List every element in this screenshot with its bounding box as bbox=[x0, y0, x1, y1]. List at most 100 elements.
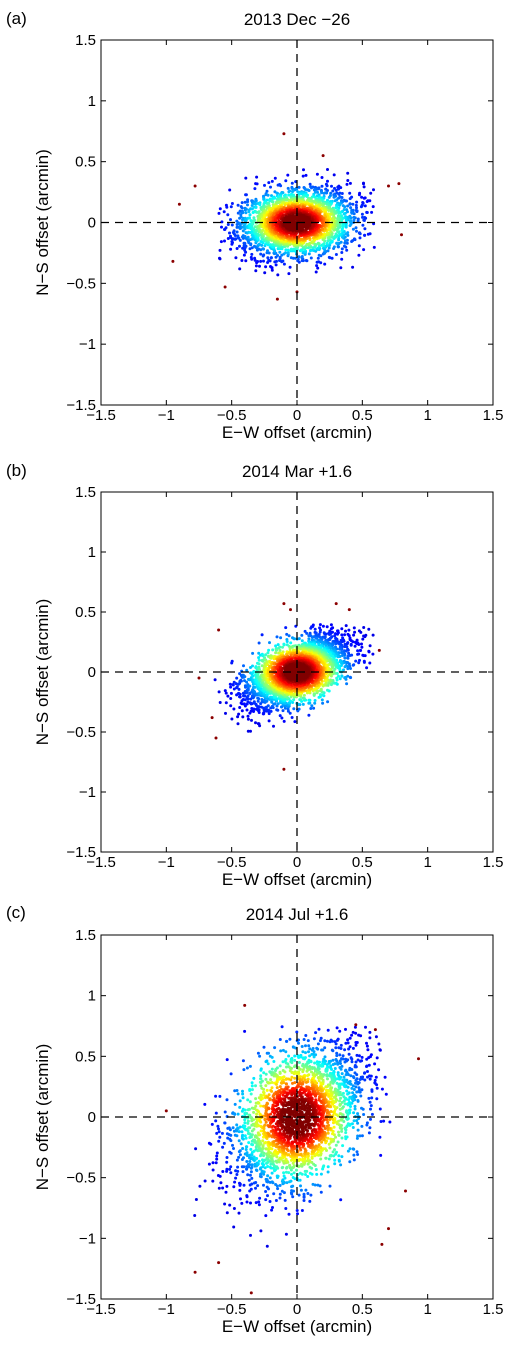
data-point bbox=[232, 229, 236, 233]
data-point bbox=[240, 259, 244, 262]
data-point bbox=[230, 202, 234, 205]
data-point bbox=[343, 656, 347, 660]
data-point bbox=[336, 245, 340, 249]
data-point bbox=[251, 664, 254, 668]
data-point bbox=[260, 243, 264, 247]
data-point bbox=[356, 219, 360, 223]
data-point bbox=[289, 247, 293, 251]
data-point bbox=[238, 706, 242, 709]
data-point bbox=[362, 248, 366, 252]
data-point bbox=[264, 265, 268, 269]
data-point bbox=[361, 653, 365, 657]
data-point bbox=[267, 708, 271, 712]
data-point bbox=[256, 699, 260, 703]
data-point bbox=[327, 209, 331, 212]
data-point bbox=[317, 244, 321, 248]
data-point bbox=[327, 255, 331, 259]
data-point bbox=[229, 704, 233, 708]
data-point bbox=[225, 205, 229, 209]
y-axis-label: N−S offset (arcmin) bbox=[33, 149, 52, 296]
data-point bbox=[340, 674, 344, 678]
data-point bbox=[274, 263, 278, 267]
data-point bbox=[317, 695, 321, 699]
data-point bbox=[229, 697, 233, 700]
data-point bbox=[357, 244, 361, 248]
data-point bbox=[336, 217, 339, 220]
data-point bbox=[350, 240, 354, 243]
data-point bbox=[308, 199, 312, 203]
data-point bbox=[243, 200, 247, 204]
data-point bbox=[286, 173, 290, 177]
data-point bbox=[328, 633, 331, 636]
data-point bbox=[276, 183, 280, 187]
data-point bbox=[309, 707, 313, 710]
data-point bbox=[293, 637, 296, 641]
data-point bbox=[307, 189, 311, 192]
data-point bbox=[237, 236, 241, 240]
data-point bbox=[309, 626, 313, 630]
data-point bbox=[269, 265, 272, 268]
data-point bbox=[236, 234, 240, 238]
data-point bbox=[229, 691, 233, 695]
data-point bbox=[343, 645, 347, 649]
data-point bbox=[232, 707, 236, 711]
data-point bbox=[253, 187, 257, 191]
data-point bbox=[296, 257, 300, 261]
data-point bbox=[246, 714, 250, 718]
data-point bbox=[291, 194, 295, 198]
data-point bbox=[284, 251, 287, 255]
data-point bbox=[271, 648, 275, 652]
outlier-point bbox=[275, 297, 279, 301]
data-point bbox=[284, 179, 288, 183]
outlier-point bbox=[171, 259, 175, 263]
data-point bbox=[310, 704, 314, 708]
data-point bbox=[302, 168, 305, 172]
data-point bbox=[293, 692, 297, 696]
data-point bbox=[362, 182, 365, 186]
data-point bbox=[249, 255, 253, 259]
data-point bbox=[278, 649, 282, 652]
data-point bbox=[353, 630, 357, 634]
data-point bbox=[256, 260, 260, 263]
data-point bbox=[362, 218, 366, 222]
data-point bbox=[362, 634, 366, 638]
data-point bbox=[333, 199, 337, 203]
data-point bbox=[361, 637, 365, 641]
data-point bbox=[313, 699, 317, 702]
data-point bbox=[348, 224, 352, 228]
data-point bbox=[338, 677, 342, 681]
data-point bbox=[357, 193, 361, 197]
data-point bbox=[217, 211, 221, 215]
data-point bbox=[346, 204, 350, 208]
data-point bbox=[315, 264, 319, 268]
data-point bbox=[291, 190, 295, 193]
data-point bbox=[223, 239, 226, 243]
data-point bbox=[262, 259, 265, 263]
data-point bbox=[282, 262, 286, 266]
data-point bbox=[253, 256, 257, 260]
data-point bbox=[332, 245, 336, 249]
data-point bbox=[220, 220, 224, 224]
data-point bbox=[352, 215, 356, 219]
data-point bbox=[345, 182, 349, 186]
data-point bbox=[363, 227, 367, 231]
data-point bbox=[313, 627, 317, 631]
data-point bbox=[332, 173, 336, 177]
data-point bbox=[243, 235, 247, 238]
data-point bbox=[326, 688, 329, 692]
data-point bbox=[365, 666, 369, 670]
data-point bbox=[218, 256, 221, 260]
data-point bbox=[229, 234, 232, 238]
data-point bbox=[353, 644, 357, 648]
data-point bbox=[360, 642, 363, 646]
data-point bbox=[238, 267, 242, 271]
data-point bbox=[274, 251, 278, 255]
data-point bbox=[341, 224, 345, 228]
data-point bbox=[289, 256, 293, 260]
data-point bbox=[249, 242, 253, 246]
data-point bbox=[300, 633, 304, 637]
data-point bbox=[334, 642, 338, 646]
data-point bbox=[341, 204, 345, 208]
data-point bbox=[349, 639, 353, 643]
data-point bbox=[257, 722, 261, 726]
